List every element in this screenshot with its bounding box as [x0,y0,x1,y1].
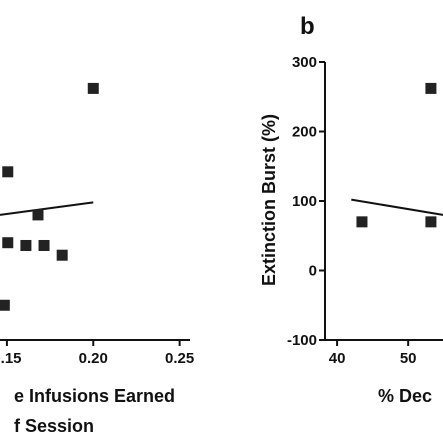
point [425,216,437,228]
panel-label: b [300,13,315,40]
point [356,216,368,228]
point [0,299,10,311]
x-tick-label: 40 [329,350,346,367]
point [2,237,14,249]
x-tick-label: 50 [400,350,417,367]
y-tick-label: 100 [292,193,317,210]
x-axis-title: e Infusions Earned [14,386,175,406]
y-axis-title: Extinction Burst (%) [259,114,279,286]
y-tick-label: -100 [287,332,317,349]
x-tick-label: 0.15 [0,350,22,367]
y-tick-label: 200 [292,124,317,141]
point [20,239,32,251]
x-tick-label: 0.20 [79,350,108,367]
fit-line [351,198,443,216]
point [2,166,14,178]
point [56,249,68,261]
x-tick-label: 0.25 [165,350,194,367]
point [87,82,99,94]
x-axis-title: % Dec [378,386,432,406]
x-axis-title: f Session [14,416,94,436]
point [32,209,44,221]
y-tick-label: 300 [292,54,317,71]
y-tick-label: 0 [309,263,317,280]
point [425,82,437,94]
fit-line [0,201,94,216]
point [38,239,50,251]
